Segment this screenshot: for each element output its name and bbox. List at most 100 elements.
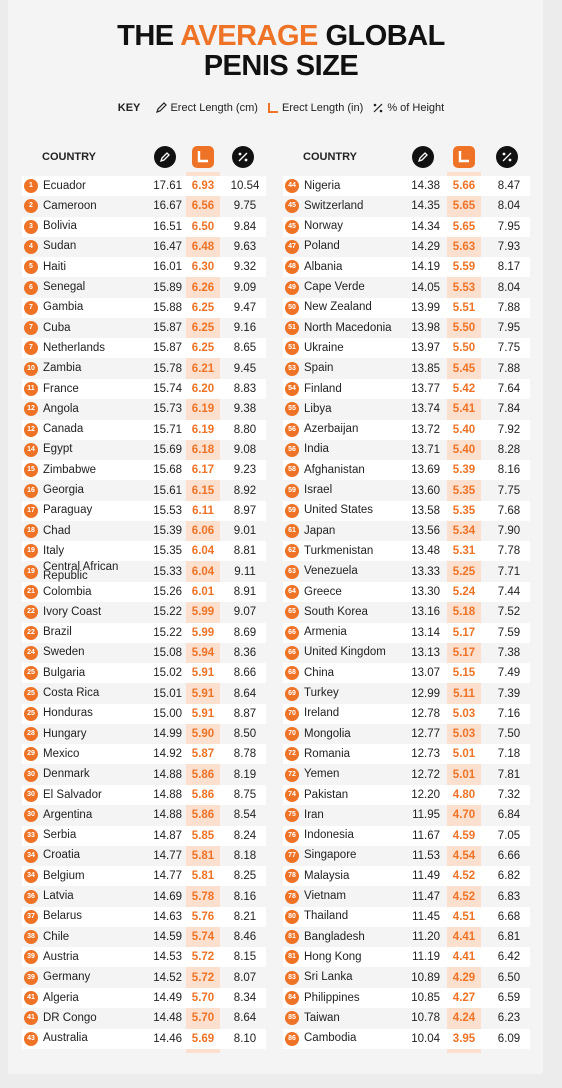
- country-name: DR Congo: [43, 1011, 97, 1024]
- rank-badge: 44: [285, 179, 299, 193]
- pct-height: 8.87: [233, 707, 257, 720]
- rank-badge: 36: [24, 889, 38, 904]
- length-in: 5.42: [452, 383, 476, 395]
- pct-height: 7.84: [497, 403, 521, 416]
- length-in: 6.04: [191, 565, 215, 578]
- pct-height: 9.47: [233, 301, 257, 314]
- pct-height: 7.93: [497, 240, 521, 253]
- country-name: Bulgaria: [43, 666, 86, 679]
- length-cm: 14.52: [153, 971, 182, 984]
- length-in: 6.48: [191, 240, 215, 253]
- country-name: Croatia: [43, 849, 81, 862]
- country-name: Ukraine: [304, 341, 344, 354]
- column-header: COUNTRY: [303, 151, 357, 163]
- length-cm: 15.26: [153, 586, 182, 598]
- length-cm: 13.13: [411, 646, 440, 659]
- length-cm: 13.16: [411, 606, 440, 619]
- length-cm: 15.87: [153, 342, 182, 355]
- row-stripe: [283, 541, 530, 562]
- title-line1: THE AVERAGE GLOBAL: [0, 20, 562, 53]
- length-cm: 14.88: [153, 809, 182, 822]
- country-name: Senegal: [43, 281, 86, 293]
- pct-height: 7.59: [497, 626, 521, 639]
- pct-height: 7.49: [497, 667, 521, 680]
- country-name: Algeria: [43, 991, 79, 1004]
- row-stripe: [22, 785, 266, 805]
- length-in: 5.18: [452, 606, 476, 619]
- country-name: Israel: [304, 484, 333, 496]
- pct-height: 9.23: [233, 464, 257, 477]
- pct-height: 8.81: [233, 545, 257, 558]
- length-in: 5.01: [452, 768, 476, 781]
- length-cm: 15.35: [153, 545, 182, 558]
- length-cm: 14.38: [411, 180, 440, 192]
- pct-height: 8.28: [497, 443, 521, 456]
- rank-badge: 37: [24, 909, 38, 924]
- length-in: 5.63: [452, 240, 476, 253]
- length-cm: 12.77: [411, 728, 440, 741]
- length-in: 6.20: [191, 383, 215, 395]
- pct-height: 7.50: [497, 728, 521, 741]
- country-name: New Zealand: [304, 301, 372, 314]
- length-in: 6.19: [191, 403, 215, 416]
- length-cm: 16.51: [153, 220, 182, 233]
- rank-badge: 2: [24, 199, 38, 214]
- rank-badge: 22: [24, 625, 38, 640]
- length-cm: 14.87: [153, 829, 182, 842]
- length-cm: 13.30: [411, 586, 440, 598]
- country-name: Denmark: [43, 768, 90, 781]
- length-in: 4.27: [452, 992, 476, 1004]
- row-stripe: [283, 785, 530, 805]
- length-cm: 13.56: [411, 525, 440, 538]
- rank-badge: 77: [285, 848, 299, 863]
- length-in: 5.50: [452, 342, 476, 355]
- rank-badge: 69: [285, 686, 299, 701]
- country-name: Serbia: [43, 829, 77, 842]
- row-stripe: [22, 582, 266, 602]
- length-in: 5.59: [452, 261, 476, 274]
- rank-badge: 21: [24, 585, 38, 599]
- length-in: 6.25: [191, 342, 215, 355]
- pct-height: 7.16: [497, 707, 521, 720]
- length-cm: 14.77: [153, 849, 182, 862]
- pct-height: 7.39: [497, 687, 521, 700]
- length-cm: 15.89: [153, 281, 182, 294]
- length-cm: 14.99: [153, 728, 182, 741]
- pct-height: 9.38: [233, 403, 257, 416]
- pct-height: 8.64: [233, 1012, 257, 1025]
- inch-column-bg: [186, 172, 220, 1053]
- pct-height: 6.81: [497, 931, 521, 944]
- country-name: South Korea: [304, 605, 368, 618]
- rank-badge: 12: [24, 422, 38, 437]
- length-in: 6.17: [191, 464, 215, 477]
- country-name: Venezuela: [304, 565, 358, 578]
- length-cm: 13.14: [411, 626, 440, 639]
- title-line2: PENIS SIZE: [203, 50, 359, 82]
- pct-height: 8.69: [233, 626, 257, 639]
- country-name: Canada: [43, 423, 84, 436]
- row-stripe: [22, 866, 266, 887]
- country-name: Norway: [304, 220, 343, 233]
- rank-badge: 62: [285, 544, 299, 559]
- row-stripe: [283, 379, 530, 399]
- length-in: 4.51: [452, 910, 476, 923]
- length-in: 5.70: [191, 992, 215, 1004]
- key-label: KEY: [117, 102, 141, 114]
- country-name: Philippines: [304, 991, 360, 1004]
- length-in: 4.59: [452, 829, 476, 842]
- country-name: Switzerland: [304, 199, 364, 212]
- country-name: Singapore: [304, 849, 357, 862]
- country-name: Argentina: [43, 808, 93, 821]
- pct-height: 8.91: [233, 586, 257, 598]
- row-stripe: [22, 703, 266, 724]
- country-name: Greece: [304, 585, 342, 598]
- country-name: United Kingdom: [304, 646, 386, 659]
- rank-badge: 4: [24, 239, 38, 254]
- pct-height: 7.44: [497, 586, 521, 598]
- pct-height: 6.59: [497, 992, 521, 1004]
- length-cm: 14.19: [411, 261, 440, 274]
- pct-height: 8.78: [233, 748, 257, 761]
- rank-badge: 49: [285, 280, 299, 295]
- rank-badge: 18: [24, 524, 38, 539]
- country-name: Georgia: [43, 484, 84, 496]
